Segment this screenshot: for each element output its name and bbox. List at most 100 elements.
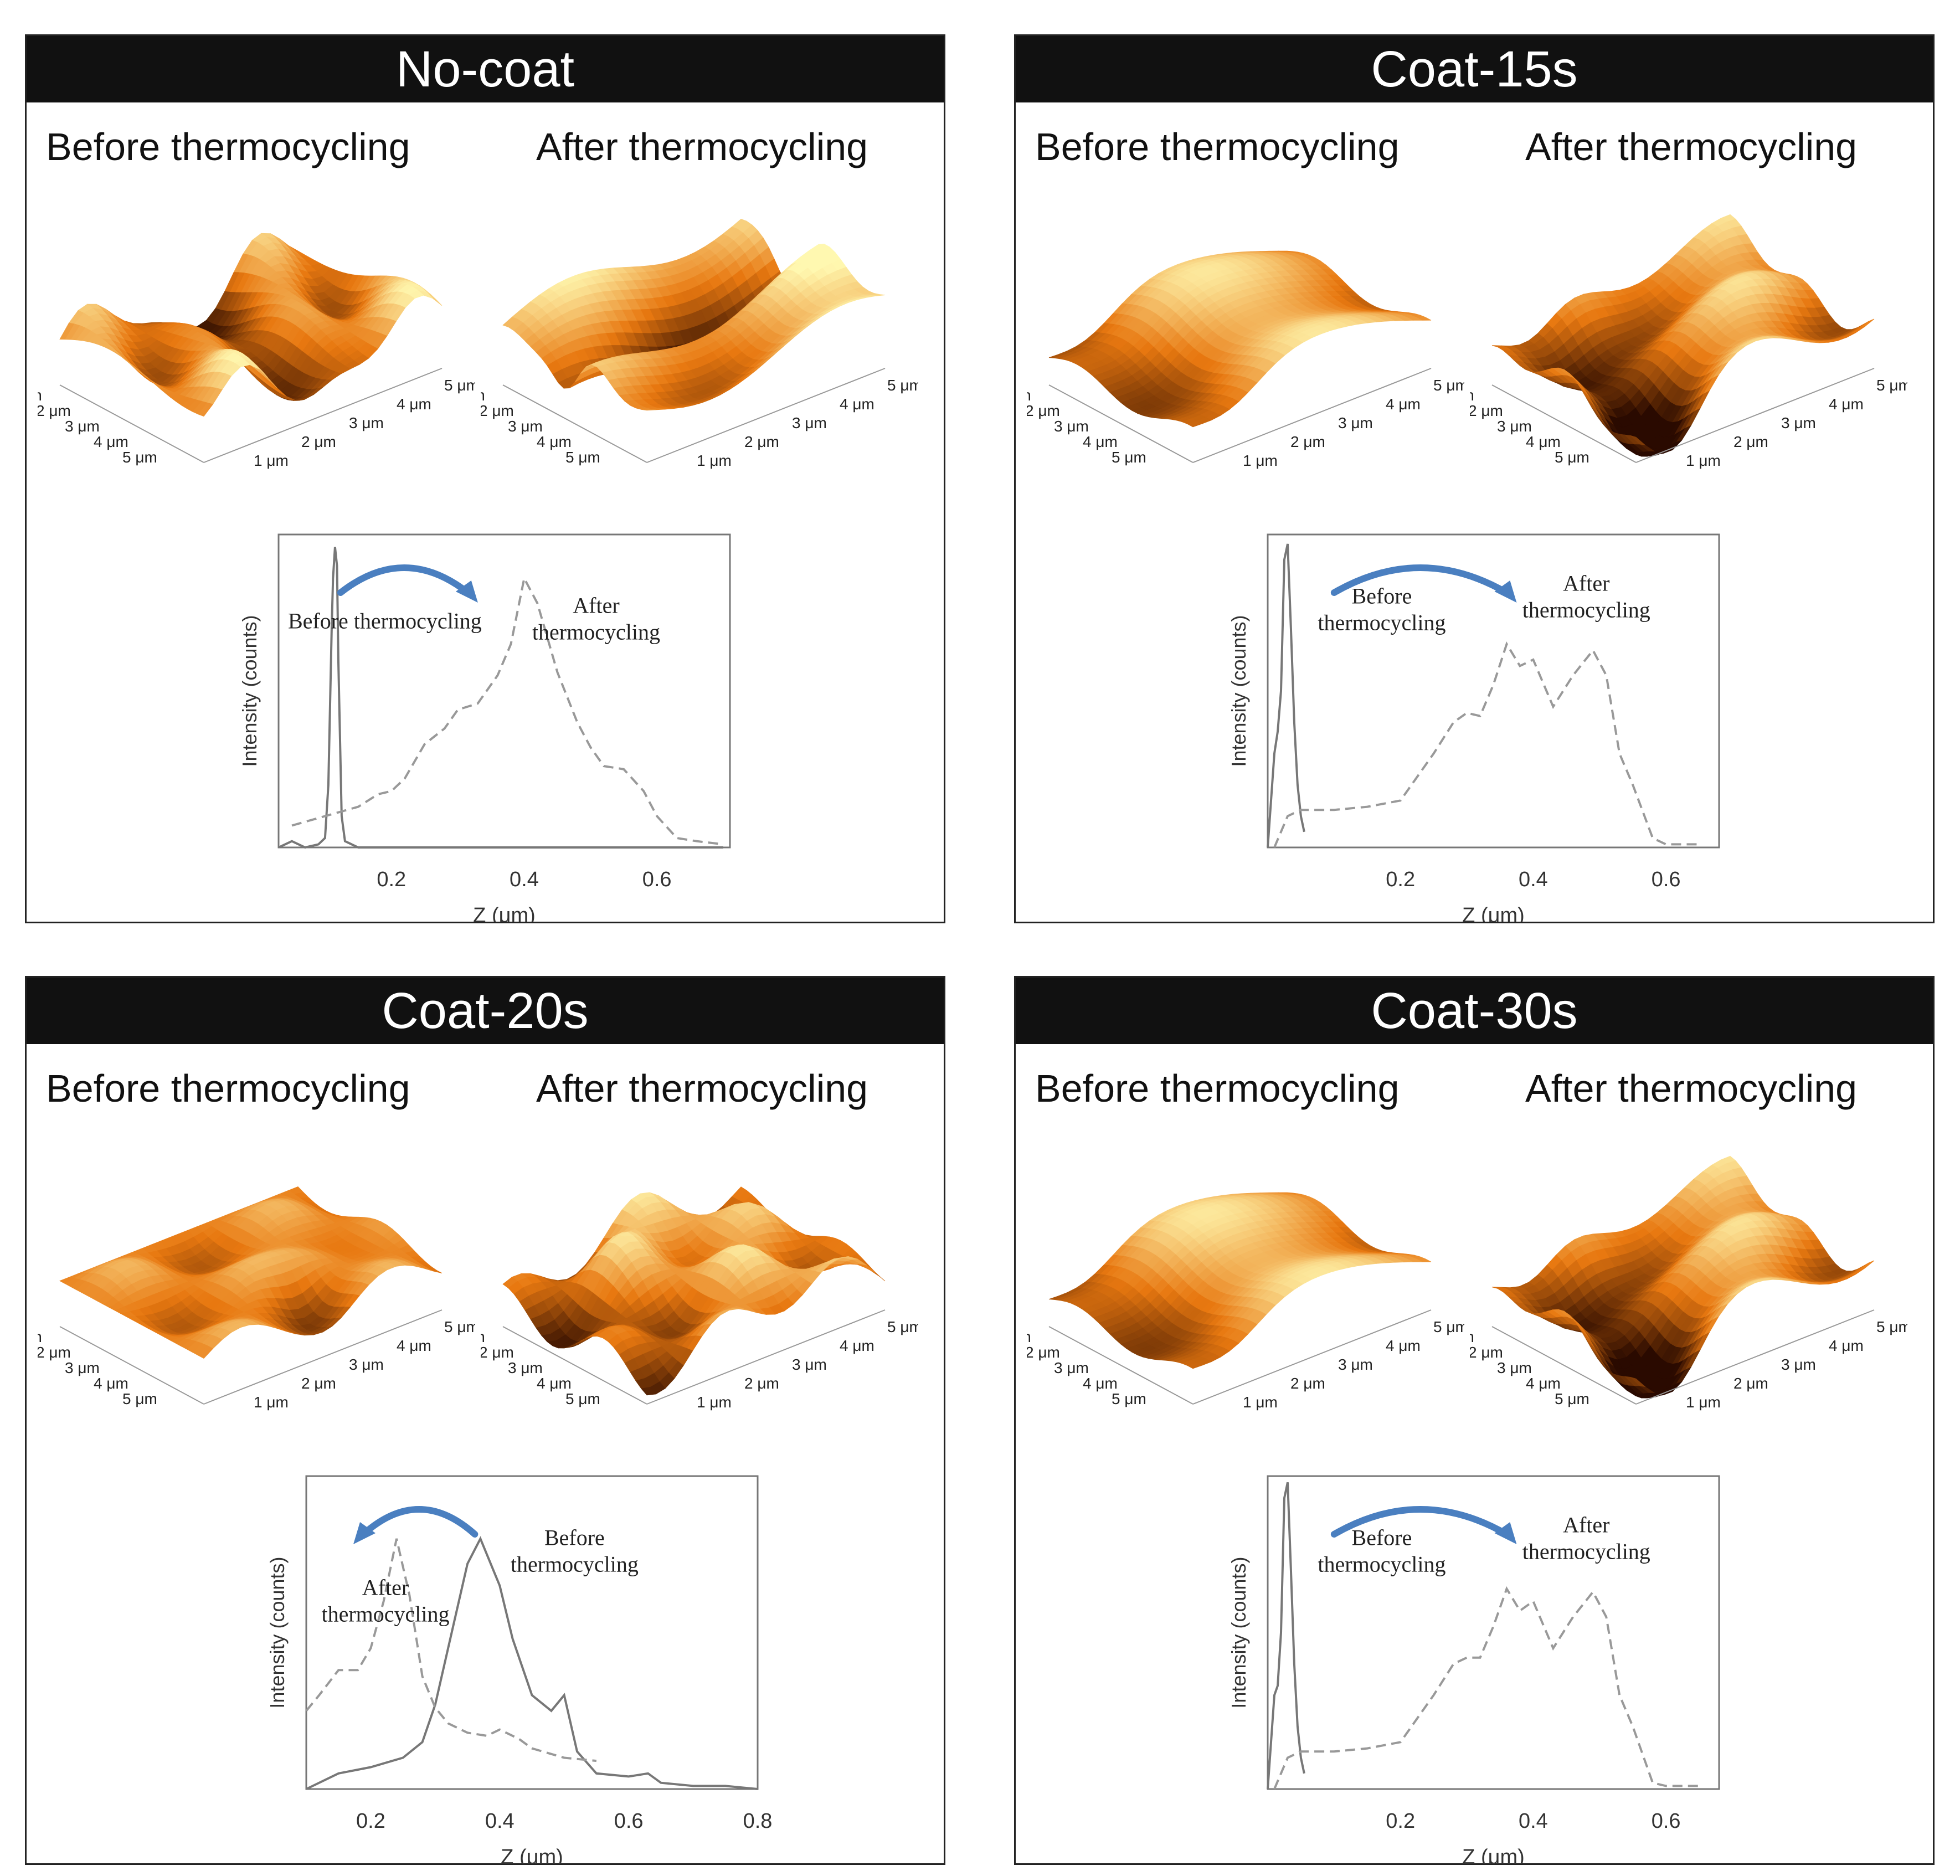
- surface-y-tick-label: 4 μm: [94, 1375, 128, 1392]
- surface-x-tick-label: 4 μm: [1829, 395, 1864, 413]
- shift-arrow: [1330, 1506, 1510, 1538]
- surface-y-tick-label: 2 μm: [1027, 402, 1060, 419]
- surface-x-tick-label: 1 μm: [254, 452, 289, 469]
- x-tick-label: 0.2: [1386, 1810, 1415, 1833]
- panel-title: No-coat: [27, 36, 944, 102]
- x-tick-label: 0.6: [1652, 868, 1681, 891]
- after-label: After thermocycling: [536, 1067, 868, 1110]
- surface-y-tick-label: 4 μm: [537, 1375, 572, 1392]
- x-tick-label: 0.6: [1652, 1810, 1681, 1833]
- surface-y-tick-label: 1 μm: [481, 1328, 485, 1345]
- surface-x-tick-label: 3 μm: [792, 414, 827, 431]
- surface-axes: 1 μm5 μm2 μm4 μm3 μm3 μm4 μm2 μm5 μm1 μm: [38, 368, 475, 469]
- annotation-before: Before: [1352, 1525, 1412, 1550]
- surface-y-tick-label: 5 μm: [565, 1390, 600, 1407]
- surface-x-tick-label: 5 μm: [887, 1318, 918, 1335]
- panel-coat-30s: Coat-30s Before thermocycling After ther…: [1014, 976, 1935, 1865]
- annotation-after: After: [1563, 571, 1609, 596]
- afm-surface-before: 1 μm5 μm2 μm4 μm3 μm3 μm4 μm2 μm5 μm1 μm: [38, 1186, 475, 1411]
- before-label: Before thermocycling: [46, 125, 410, 168]
- y-axis-label: Intensity (counts): [1227, 1556, 1250, 1708]
- annotation-before: Before: [544, 1525, 605, 1550]
- surface-x-tick-label: 3 μm: [1781, 414, 1816, 431]
- surface-axes: 1 μm5 μm2 μm4 μm3 μm3 μm4 μm2 μm5 μm1 μm: [1027, 1309, 1464, 1411]
- shift-arrow: [1330, 564, 1510, 596]
- surface-y-tick-label: 4 μm: [1083, 1375, 1118, 1392]
- surface-axes: 1 μm5 μm2 μm4 μm3 μm3 μm4 μm2 μm5 μm1 μm: [1027, 368, 1464, 469]
- annotation-after: thermocycling: [1522, 1539, 1650, 1564]
- panel-title: Coat-30s: [1016, 978, 1933, 1044]
- y-axis-label: Intensity (counts): [266, 1556, 289, 1708]
- shift-arrow-head: [353, 1522, 375, 1544]
- shift-arrow-head: [455, 580, 478, 603]
- annotation-before: Before thermocycling: [288, 609, 482, 634]
- after-label: After thermocycling: [536, 125, 868, 168]
- before-label: Before thermocycling: [1035, 1067, 1400, 1110]
- surface-mesh: [59, 233, 443, 417]
- surface-y-tick-label: 5 μm: [1555, 449, 1589, 466]
- panel-coat-20s: Coat-20s Before thermocycling After ther…: [25, 976, 945, 1865]
- annotation-before: thermocycling: [1318, 1551, 1445, 1576]
- surface-y-tick-label: 2 μm: [38, 1344, 71, 1361]
- surface-x-tick-label: 1 μm: [1243, 1394, 1278, 1411]
- x-axis-label: Z (μm): [473, 904, 536, 922]
- surface-y-tick-label: 3 μm: [1054, 418, 1089, 435]
- before-series-line: [1267, 543, 1305, 848]
- surface-x-tick-label: 4 μm: [1386, 395, 1421, 413]
- y-axis-label: Intensity (counts): [1227, 615, 1250, 767]
- x-tick-label: 0.6: [614, 1810, 644, 1833]
- surface-axes: 1 μm5 μm2 μm4 μm3 μm3 μm4 μm2 μm5 μm1 μm: [481, 1309, 918, 1411]
- surface-mesh: [1048, 1192, 1432, 1369]
- surface-y-tick-label: 2 μm: [1470, 1344, 1503, 1361]
- surface-y-tick-label: 4 μm: [94, 433, 128, 450]
- height-histogram: 0.2 0.4 0.6Z (μm)Intensity (counts)Beforet…: [1227, 533, 1720, 922]
- surface-y-tick-label: 1 μm: [1470, 387, 1474, 404]
- panel-title: Coat-20s: [27, 978, 944, 1044]
- x-tick-label: 0.4: [1519, 868, 1548, 891]
- surface-mesh: [1491, 214, 1875, 457]
- surface-y-tick-label: 2 μm: [1470, 402, 1503, 419]
- surface-y-tick-label: 2 μm: [481, 1344, 514, 1361]
- x-tick-label: 0.6: [642, 868, 672, 891]
- surface-y-tick-label: 2 μm: [38, 402, 71, 419]
- surface-y-tick-label: 3 μm: [65, 1359, 100, 1376]
- after-series-line: [305, 1538, 597, 1762]
- afm-surface-before: 1 μm5 μm2 μm4 μm3 μm3 μm4 μm2 μm5 μm1 μm: [1027, 1192, 1464, 1411]
- surface-mesh: [59, 1186, 443, 1359]
- annotation-after: thermocycling: [532, 619, 660, 644]
- surface-x-tick-label: 3 μm: [1338, 1356, 1373, 1373]
- surface-x-tick-label: 5 μm: [1876, 1318, 1907, 1335]
- surface-x-tick-label: 5 μm: [444, 1318, 475, 1335]
- after-label: After thermocycling: [1525, 1067, 1858, 1110]
- annotation-after: After: [1563, 1513, 1609, 1538]
- surface-y-tick-label: 5 μm: [1112, 449, 1146, 466]
- surface-y-tick-label: 5 μm: [122, 449, 157, 466]
- annotation-before: Before: [1352, 583, 1412, 608]
- afm-surface-before: 1 μm5 μm2 μm4 μm3 μm3 μm4 μm2 μm5 μm1 μm: [1027, 250, 1464, 469]
- panel-no-coat: No-coat Before thermocycling After therm…: [25, 34, 945, 923]
- surface-x-tick-label: 2 μm: [744, 1375, 779, 1392]
- surface-mesh: [1491, 1155, 1875, 1399]
- surface-y-tick-label: 4 μm: [537, 433, 572, 450]
- surface-x-tick-label: 2 μm: [1290, 1375, 1325, 1392]
- surface-x-tick-label: 2 μm: [301, 433, 336, 450]
- before-label: Before thermocycling: [46, 1067, 410, 1110]
- panel-title: Coat-15s: [1016, 36, 1933, 102]
- plot-frame: [277, 533, 731, 849]
- surface-x-tick-label: 4 μm: [840, 1337, 874, 1354]
- annotation-after: thermocycling: [321, 1602, 449, 1627]
- shift-arrow: [337, 564, 471, 596]
- surface-x-tick-label: 1 μm: [1686, 452, 1721, 469]
- surface-x-tick-label: 4 μm: [397, 395, 431, 413]
- annotation-before: thermocycling: [1318, 610, 1445, 635]
- plot-frame: [305, 1475, 759, 1790]
- surface-x-tick-label: 4 μm: [1386, 1337, 1421, 1354]
- before-series-line: [278, 547, 723, 849]
- x-tick-label: 0.4: [510, 868, 539, 891]
- x-axis-label: Z (μm): [1462, 904, 1525, 922]
- height-histogram: 0.2 0.4 0.6Z (μm)Intensity (counts)Beforet…: [1227, 1475, 1720, 1864]
- surface-x-tick-label: 2 μm: [1733, 1375, 1768, 1392]
- x-tick-label: 0.2: [377, 868, 406, 891]
- afm-surface-after: 1 μm5 μm2 μm4 μm3 μm3 μm4 μm2 μm5 μm1 μm: [481, 1186, 918, 1411]
- surface-x-tick-label: 5 μm: [1433, 1318, 1464, 1335]
